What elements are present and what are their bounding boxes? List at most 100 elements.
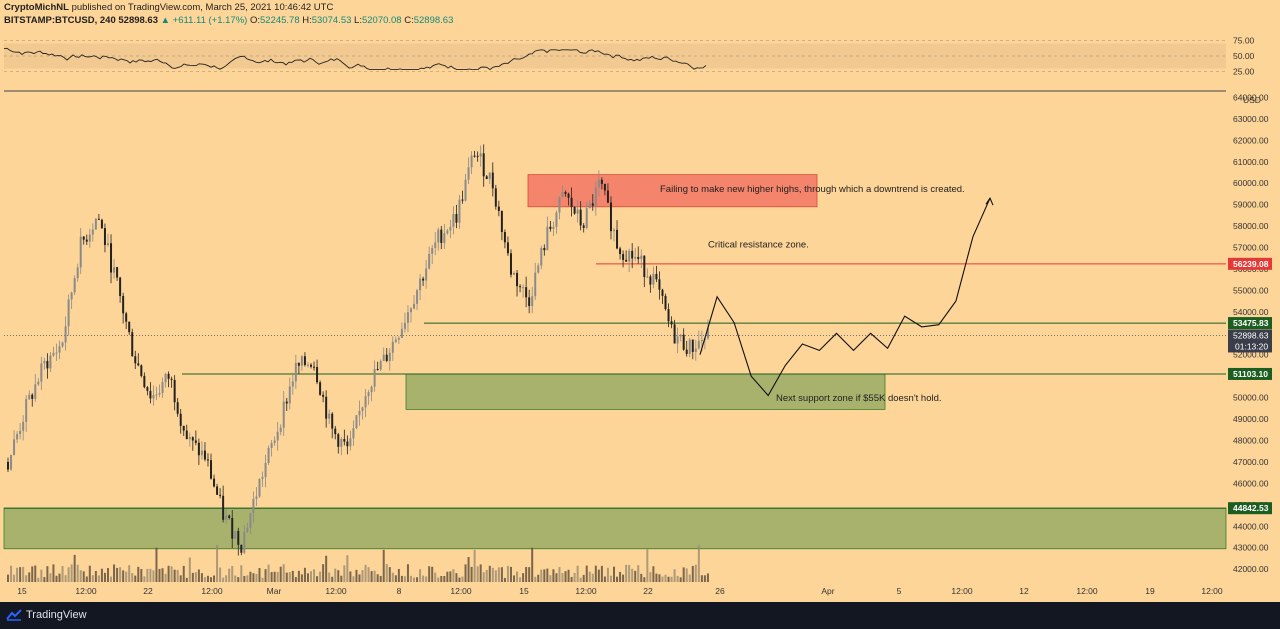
candle-body: [431, 247, 434, 254]
price-level-label: 44842.53: [1233, 503, 1269, 513]
time-tick-label[interactable]: 26: [715, 586, 725, 596]
volume-bar: [334, 568, 337, 582]
volume-bar: [631, 568, 634, 582]
time-tick-label[interactable]: 8: [397, 586, 402, 596]
price-axis[interactable]: 42000.0043000.0044000.0045000.0046000.00…: [1228, 92, 1272, 574]
time-axis[interactable]: 15 12:00 22 12:00 Mar 12:00 8 12:00 15 12:00 22 26 A…: [17, 586, 1223, 596]
volume-bar: [343, 565, 346, 582]
volume-bar: [146, 568, 149, 582]
volume-bar: [655, 573, 658, 582]
price-chart[interactable]: 75.00 50.00 25.00 Failing to make new high…: [0, 0, 1280, 602]
published-text: published on TradingView.com, March 25, …: [71, 2, 334, 13]
volume-bar: [694, 564, 697, 582]
symbol-label[interactable]: BITSTAMP:BTCUSD, 240: [4, 15, 116, 26]
candle-body: [531, 296, 534, 307]
candle-body: [434, 242, 437, 248]
candle-body: [67, 299, 70, 327]
author-name[interactable]: CryptoMichNL: [4, 2, 69, 13]
candle-body: [264, 462, 267, 477]
time-tick-label[interactable]: 12:00: [1201, 586, 1223, 596]
time-tick-label[interactable]: 12:00: [201, 586, 223, 596]
time-tick-label[interactable]: 12: [1019, 586, 1029, 596]
volume-bar: [113, 564, 116, 582]
tradingview-logo[interactable]: TradingView: [6, 609, 87, 621]
time-tick-label[interactable]: Apr: [821, 586, 834, 596]
volume-bar: [361, 570, 364, 582]
candle-body: [306, 364, 309, 366]
time-tick-label[interactable]: 5: [897, 586, 902, 596]
time-tick-label[interactable]: Mar: [267, 586, 282, 596]
volume-bar: [34, 565, 37, 582]
candle-body: [594, 187, 597, 206]
time-tick-label[interactable]: 19: [1145, 586, 1155, 596]
volume-bar: [210, 577, 213, 582]
volume-bar: [491, 567, 494, 582]
volume-bar: [213, 575, 216, 582]
time-tick-label[interactable]: 12:00: [75, 586, 97, 596]
volume-bar: [225, 575, 228, 582]
volume-bar: [58, 573, 61, 582]
candle-body: [291, 381, 294, 387]
time-tick-label[interactable]: 15: [17, 586, 27, 596]
time-tick-label[interactable]: 15: [519, 586, 529, 596]
volume-bar: [264, 569, 267, 582]
candle-body: [370, 386, 373, 393]
candle-body: [222, 495, 225, 520]
candle-body: [416, 290, 419, 304]
rsi-tick-label: 75.00: [1233, 36, 1255, 46]
time-tick-label[interactable]: 22: [143, 586, 153, 596]
time-tick-label[interactable]: 22: [643, 586, 653, 596]
volume-bar: [385, 564, 388, 582]
candle-body: [34, 384, 37, 399]
candle-body: [197, 442, 200, 456]
candle-body: [419, 278, 422, 291]
time-tick-label[interactable]: 12:00: [325, 586, 347, 596]
candle-body: [522, 287, 525, 289]
candle-body: [388, 352, 391, 361]
candle-body: [670, 321, 673, 325]
candle-body: [609, 202, 612, 232]
volume-bar: [234, 575, 237, 582]
volume-bar: [440, 575, 443, 582]
volume-bar: [37, 577, 40, 582]
annotation-text: Critical resistance zone.: [708, 240, 809, 251]
volume-bar: [616, 576, 619, 582]
candle-body: [467, 167, 470, 180]
volume-bar: [285, 572, 288, 582]
candle-body: [179, 413, 182, 426]
time-tick-label[interactable]: 12:00: [450, 586, 472, 596]
candle-body: [525, 287, 528, 298]
candle-body: [503, 232, 506, 243]
volume-bar: [458, 577, 461, 582]
volume-bar: [679, 577, 682, 582]
tradingview-brand: TradingView: [26, 609, 87, 621]
time-tick-label[interactable]: 12:00: [951, 586, 973, 596]
candle-body: [116, 267, 119, 278]
price-level-tag: [1228, 367, 1272, 380]
rsi-tick-label: 25.00: [1233, 67, 1255, 77]
candle-body: [379, 361, 382, 370]
candle-body: [231, 518, 234, 539]
rsi-pane: 75.00 50.00 25.00: [3, 36, 1255, 77]
candle-body: [679, 334, 682, 337]
volume-bar: [685, 568, 688, 582]
zones-layer: [3, 174, 1227, 550]
candle-body: [361, 407, 364, 411]
time-tick-label[interactable]: 12:00: [575, 586, 597, 596]
volume-bar: [79, 570, 82, 582]
volume-bar: [73, 554, 76, 582]
candle-body: [425, 268, 428, 281]
volume-bar: [240, 565, 243, 582]
volume-bar: [434, 572, 437, 582]
volume-bar: [206, 575, 209, 582]
candle-body: [588, 203, 591, 209]
high-label: H:: [302, 15, 312, 26]
volume-bar: [16, 567, 19, 582]
candle-body: [194, 440, 197, 443]
candle-body: [570, 197, 573, 208]
volume-bar: [219, 567, 222, 582]
volume-bar: [267, 564, 270, 582]
volume-bar: [531, 547, 534, 582]
time-tick-label[interactable]: 12:00: [1076, 586, 1098, 596]
price-level-tag: [1228, 502, 1272, 515]
